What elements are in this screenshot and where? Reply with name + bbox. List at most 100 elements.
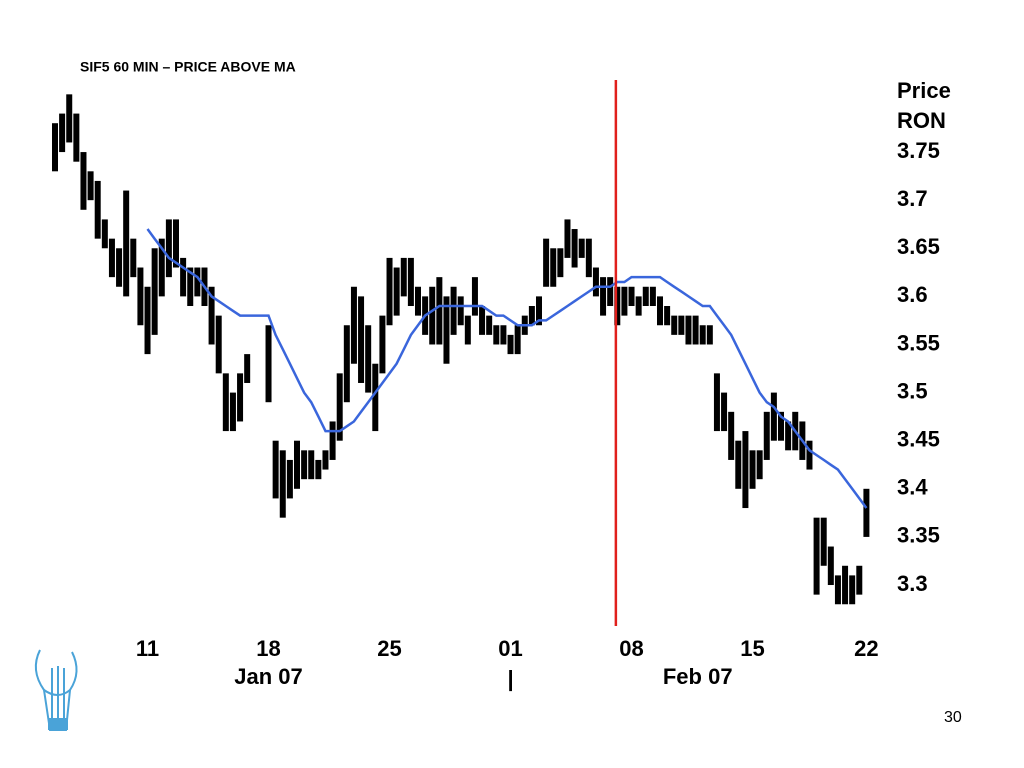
price-bar — [415, 286, 421, 316]
price-bar — [329, 421, 336, 460]
y-tick-label: 3.6 — [897, 282, 928, 307]
price-bar — [137, 267, 144, 326]
price-bar — [735, 440, 742, 489]
month-label: Jan 07 — [234, 664, 303, 689]
price-bar — [635, 296, 642, 316]
price-bar — [301, 450, 308, 480]
price-bar — [500, 325, 507, 345]
price-bar — [358, 296, 365, 383]
price-bar — [607, 277, 614, 307]
price-bar — [778, 411, 784, 441]
price-bar — [742, 431, 749, 509]
price-bar — [550, 248, 557, 287]
price-bar — [229, 392, 236, 432]
price-bar — [486, 315, 493, 335]
price-bar — [130, 238, 137, 278]
price-bar — [571, 229, 578, 268]
x-tick-label: 25 — [377, 636, 401, 661]
y-tick-label: 3.45 — [897, 427, 940, 452]
price-bar — [215, 315, 222, 374]
price-bar — [52, 123, 58, 172]
price-bar — [564, 219, 571, 258]
price-bar — [479, 306, 486, 335]
price-bar — [770, 392, 777, 441]
page-number: 30 — [944, 709, 962, 726]
price-bar — [322, 450, 329, 470]
price-bar — [372, 363, 379, 432]
price-bar — [820, 517, 827, 566]
price-bar — [286, 459, 293, 499]
price-bar — [436, 277, 443, 345]
price-bar — [222, 373, 229, 432]
price-bar — [671, 315, 678, 335]
price-bar — [429, 286, 436, 345]
price-bar — [849, 575, 856, 605]
y-tick-label: 3.75 — [897, 138, 940, 163]
price-bar — [158, 238, 165, 297]
price-bar — [194, 267, 201, 297]
price-bar — [407, 257, 414, 307]
price-bar — [649, 286, 656, 307]
price-bar — [842, 565, 849, 605]
price-bar — [863, 488, 870, 537]
x-tick-label: 08 — [619, 636, 643, 661]
price-bar — [343, 325, 350, 403]
price-bar — [336, 373, 343, 441]
price-bar — [73, 113, 80, 162]
price-bar — [692, 315, 699, 345]
price-bar — [834, 575, 841, 605]
price-bar — [308, 450, 315, 480]
price-bar — [678, 315, 685, 335]
y-tick-label: 3.65 — [897, 234, 940, 259]
price-bar — [237, 373, 244, 422]
price-bar — [706, 325, 713, 345]
y-tick-label: 3.5 — [897, 378, 928, 403]
price-bar — [123, 190, 130, 297]
price-bar — [471, 277, 478, 316]
price-bar — [728, 411, 735, 460]
y-tick-label: 3.4 — [897, 475, 928, 500]
price-bar — [557, 248, 564, 278]
price-bar — [813, 517, 820, 595]
price-bar — [151, 248, 158, 335]
price-bar — [699, 325, 706, 345]
price-bar — [244, 354, 251, 383]
y-tick-label: 3.55 — [897, 330, 940, 355]
price-bar — [856, 565, 863, 595]
x-tick-label: 15 — [740, 636, 764, 661]
price-bar — [657, 296, 663, 326]
y-tick-label: 3.3 — [897, 571, 928, 596]
month-separator: | — [507, 666, 513, 691]
price-bar — [272, 440, 279, 499]
price-bar — [642, 286, 649, 307]
price-bar — [749, 450, 756, 489]
price-bar — [614, 286, 621, 326]
price-bar — [393, 267, 400, 316]
price-bar — [180, 257, 187, 297]
y-axis-label: RON — [897, 108, 946, 133]
price-bar — [386, 257, 393, 326]
price-bar — [101, 219, 108, 249]
price-bar — [543, 238, 550, 287]
price-bar — [144, 286, 151, 355]
price-bar — [721, 392, 728, 432]
price-bar — [350, 286, 357, 364]
price-bar — [621, 286, 628, 316]
price-bar — [59, 113, 66, 153]
y-axis-label: Price — [897, 78, 951, 103]
price-bar — [585, 238, 592, 278]
price-bar — [827, 546, 834, 586]
price-bar — [450, 286, 457, 335]
price-bar — [507, 334, 514, 355]
x-tick-label: 22 — [854, 636, 878, 661]
price-bar — [685, 315, 692, 345]
logo — [34, 649, 78, 731]
price-bar — [279, 450, 286, 518]
price-bar — [514, 325, 521, 355]
price-bar — [80, 152, 87, 210]
price-bar — [400, 257, 407, 297]
price-bar — [464, 315, 471, 345]
price-bar — [116, 248, 123, 287]
price-bar — [66, 94, 73, 143]
